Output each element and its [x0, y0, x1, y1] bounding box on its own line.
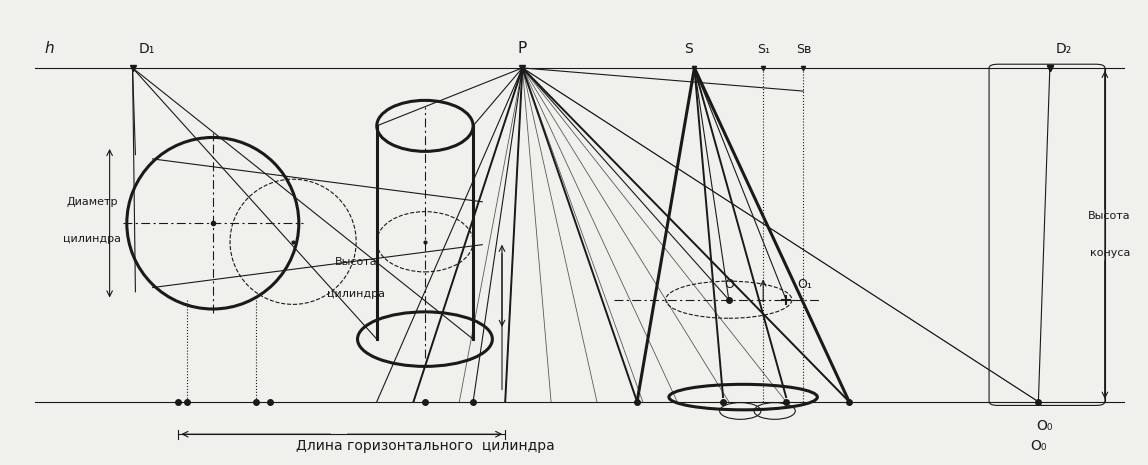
Text: цилиндра: цилиндра — [63, 234, 122, 244]
Text: O₀: O₀ — [1035, 418, 1053, 432]
Text: цилиндра: цилиндра — [327, 289, 385, 299]
Text: Высота: Высота — [335, 257, 378, 267]
Text: O₁: O₁ — [798, 278, 813, 291]
Text: Sв: Sв — [796, 43, 810, 56]
Text: конуса: конуса — [1089, 248, 1130, 259]
Text: h: h — [45, 41, 54, 56]
Text: D₂: D₂ — [1055, 42, 1072, 56]
Text: Высота: Высота — [1087, 211, 1130, 221]
Text: Длина горизонтального  цилиндра: Длина горизонтального цилиндра — [295, 439, 554, 453]
Text: O: O — [724, 278, 734, 291]
Text: S: S — [684, 42, 693, 56]
Text: P: P — [518, 41, 527, 56]
Text: S₁: S₁ — [757, 43, 769, 56]
Text: D₁: D₁ — [138, 42, 155, 56]
Text: Диаметр: Диаметр — [67, 197, 118, 207]
Text: О₀: О₀ — [1030, 439, 1047, 453]
